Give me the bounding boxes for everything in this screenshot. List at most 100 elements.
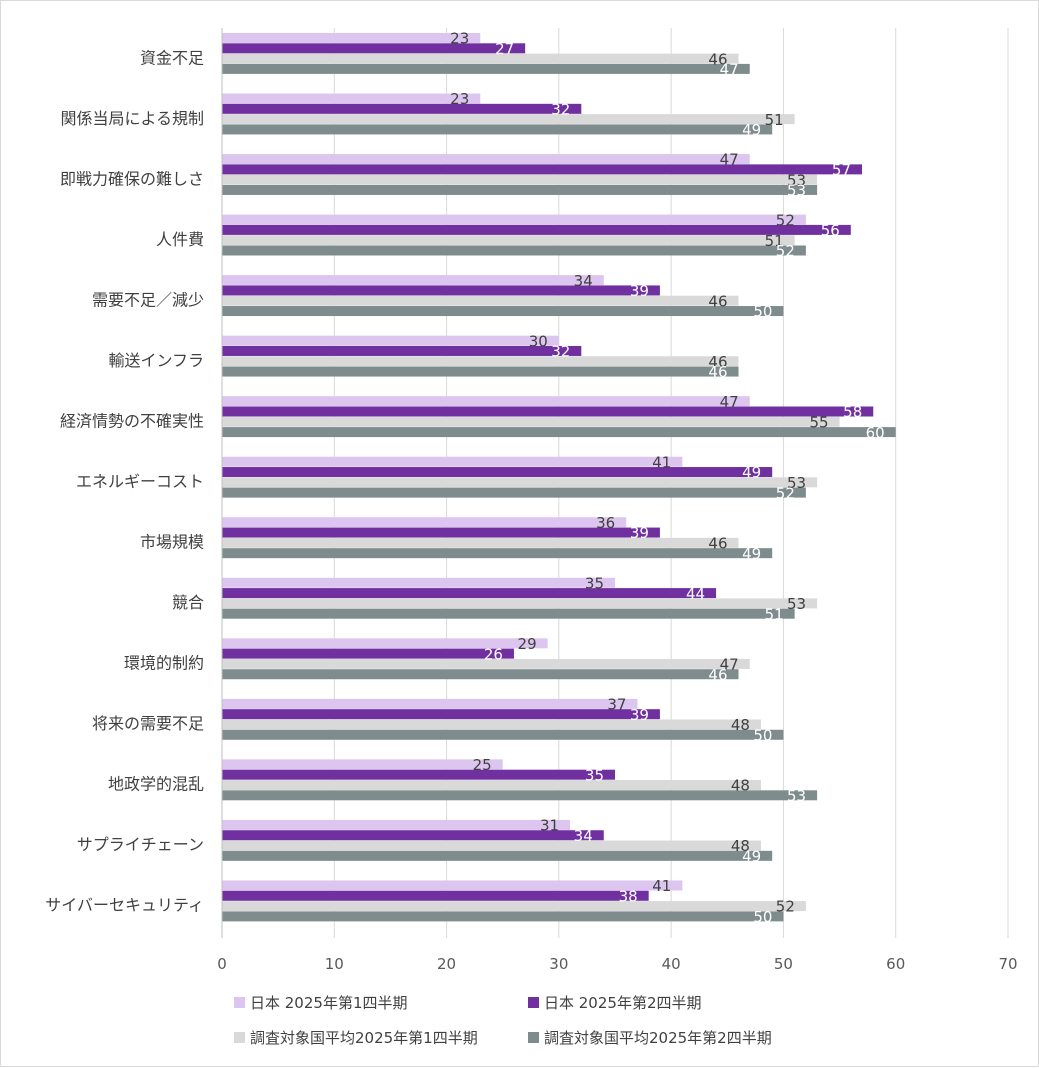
bar [222, 124, 773, 135]
data-label: 47 [720, 151, 739, 169]
data-label: 38 [619, 887, 638, 905]
category-label: 競合 [172, 593, 204, 612]
category-label: 需要不足／減少 [92, 290, 204, 309]
bar [222, 729, 784, 740]
bar [222, 93, 481, 104]
data-label: 39 [630, 282, 649, 300]
category-label: サプライチェーン [77, 835, 204, 854]
bar [222, 295, 739, 306]
category-label: 輸送インフラ [108, 351, 204, 370]
data-label: 32 [551, 100, 570, 118]
data-label: 23 [450, 90, 469, 108]
data-label: 46 [708, 50, 727, 68]
bar [222, 840, 761, 851]
data-label: 47 [720, 61, 739, 79]
data-label: 50 [753, 726, 772, 744]
bar [222, 275, 604, 286]
bar [222, 769, 615, 780]
legend-label: 日本 2025年第1四半期 [250, 994, 408, 1012]
bar [222, 184, 818, 195]
data-label: 30 [529, 332, 548, 350]
data-label: 49 [742, 545, 761, 563]
bar [222, 427, 896, 438]
legend-swatch [234, 997, 245, 1008]
data-label: 32 [551, 343, 570, 361]
bar [222, 517, 627, 528]
data-label: 41 [652, 453, 671, 471]
data-label: 48 [731, 777, 750, 795]
data-label: 57 [832, 161, 851, 179]
data-label: 52 [776, 484, 795, 502]
category-label: 環境的制約 [124, 654, 204, 673]
bar [222, 487, 806, 498]
data-label: 46 [708, 353, 727, 371]
bar [222, 577, 615, 588]
legend-label: 調査対象国平均2025年第2四半期 [544, 1029, 772, 1047]
bar [222, 648, 514, 659]
data-label: 35 [585, 574, 604, 592]
bar [222, 537, 739, 548]
data-label: 47 [720, 656, 739, 674]
data-label: 25 [473, 756, 492, 774]
data-label: 52 [776, 242, 795, 260]
data-label: 46 [708, 292, 727, 310]
bar [222, 285, 660, 296]
data-label: 34 [574, 827, 593, 845]
legend-label: 調査対象国平均2025年第1四半期 [250, 1029, 478, 1047]
category-label: 即戦力確保の難しさ [60, 169, 204, 188]
x-tick-label: 50 [774, 955, 793, 973]
bar [222, 214, 806, 225]
data-label: 51 [765, 232, 784, 250]
data-label: 37 [607, 696, 626, 714]
data-label: 58 [843, 403, 862, 421]
category-label: 経済情勢の不確実性 [60, 411, 204, 430]
bar [222, 911, 784, 922]
bar [222, 63, 750, 74]
category-label: サイバーセキュリティ [45, 896, 204, 915]
bar [222, 830, 604, 841]
data-label: 46 [708, 363, 727, 381]
bar [222, 527, 660, 538]
data-label: 36 [596, 514, 615, 532]
bar [222, 780, 761, 790]
data-label: 53 [787, 182, 806, 200]
data-label: 50 [753, 303, 772, 321]
bar [222, 638, 548, 649]
bar [222, 335, 559, 346]
bar [222, 103, 582, 114]
bar [222, 306, 784, 317]
data-label: 50 [753, 908, 772, 926]
data-label: 46 [708, 666, 727, 684]
bar [222, 416, 840, 427]
data-label: 55 [809, 413, 828, 431]
data-label: 35 [585, 766, 604, 784]
bar [222, 33, 481, 43]
x-tick-label: 0 [217, 955, 227, 973]
bar [222, 345, 582, 356]
data-label: 26 [484, 645, 503, 663]
bar [222, 669, 739, 680]
bar [222, 154, 750, 165]
legend-label: 日本 2025年第2四半期 [544, 994, 702, 1012]
bar [222, 790, 818, 801]
data-label: 51 [765, 111, 784, 129]
data-label: 39 [630, 524, 649, 542]
bars [222, 33, 896, 922]
data-labels: 2327464723325149475753535256515234394650… [450, 30, 885, 926]
x-tick-label: 30 [549, 955, 568, 973]
x-tick-label: 10 [325, 955, 344, 973]
bar [222, 588, 717, 599]
bar [222, 890, 649, 901]
data-label: 46 [708, 535, 727, 553]
legend-item: 日本 2025年第1四半期 [234, 994, 408, 1012]
bar [222, 658, 750, 669]
bar [222, 467, 773, 478]
bar [222, 235, 795, 246]
data-label: 39 [630, 706, 649, 724]
bar [222, 850, 773, 861]
bar [222, 880, 683, 891]
category-label: エネルギーコスト [76, 472, 204, 491]
data-label: 52 [776, 211, 795, 229]
data-label: 27 [495, 40, 514, 58]
